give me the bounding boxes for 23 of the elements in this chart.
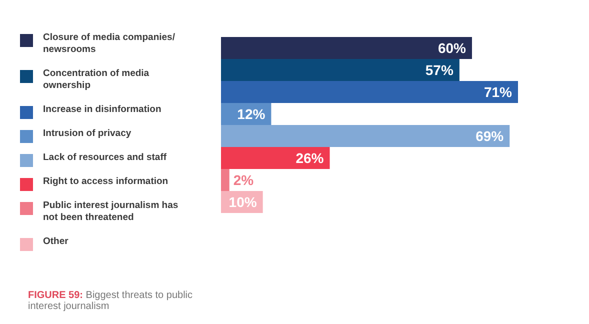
legend-label: Right to access information bbox=[43, 176, 170, 189]
data-label: 57% bbox=[425, 62, 454, 78]
data-label: 69% bbox=[476, 128, 504, 144]
bar bbox=[221, 147, 330, 169]
legend-label: Closure of media companies/ newsrooms bbox=[43, 32, 176, 57]
legend-label: Other bbox=[43, 236, 70, 249]
caption: FIGURE 59: Biggest threats to public interest journalism bbox=[28, 290, 194, 312]
data-label: 71% bbox=[484, 84, 513, 100]
data-label: 60% bbox=[438, 40, 467, 56]
bar bbox=[221, 81, 518, 103]
data-label: 10% bbox=[228, 194, 258, 210]
legend-label: Intrusion of privacy bbox=[43, 128, 132, 141]
legend-label: Public interest journalism has not been threatened bbox=[43, 200, 180, 225]
bar bbox=[221, 169, 230, 191]
bar bbox=[221, 37, 472, 59]
data-label: 2% bbox=[233, 172, 254, 188]
legend-label: Lack of resources and staff bbox=[43, 152, 168, 165]
bar bbox=[221, 125, 510, 147]
bar bbox=[221, 59, 460, 81]
legend-label: Concentration of media ownership bbox=[43, 68, 150, 93]
data-label: 26% bbox=[296, 150, 324, 166]
legend-label: Increase in disinformation bbox=[43, 104, 162, 117]
data-label: 12% bbox=[237, 106, 266, 122]
